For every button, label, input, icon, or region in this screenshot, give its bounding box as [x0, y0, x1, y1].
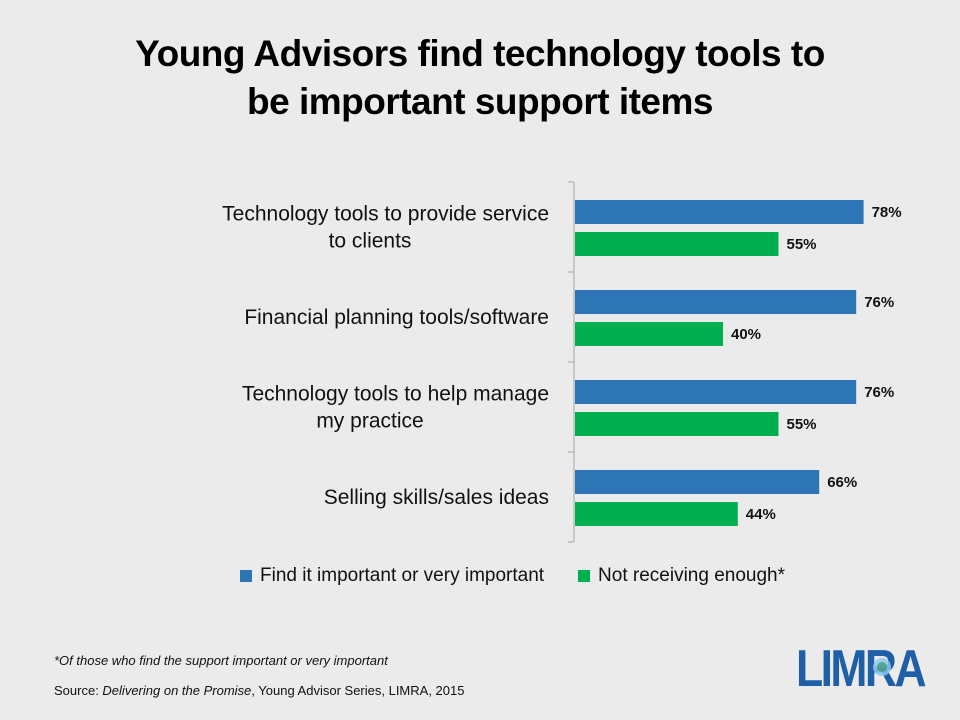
legend-swatch-not-enough [578, 570, 591, 582]
category-label: Financial planning tools/software [244, 306, 549, 329]
category-label: Selling skills/sales ideas [324, 486, 549, 509]
data-label: 66% [827, 474, 857, 491]
bar [575, 322, 723, 346]
source-suffix: , Young Advisor Series, LIMRA, 2015 [251, 683, 465, 698]
chart-title: Young Advisors find technology tools to … [40, 30, 920, 126]
category-label: to clients [329, 230, 412, 253]
data-label: 76% [864, 294, 894, 311]
bar [575, 412, 779, 436]
category-label: my practice [316, 410, 423, 433]
data-label: 55% [787, 416, 817, 433]
category-label: Technology tools to provide service [222, 203, 549, 226]
limra-logo: LIMRA [796, 640, 929, 692]
chart-axis [568, 181, 575, 543]
legend-item-important: Find it important or very important [240, 565, 544, 587]
bar [575, 470, 820, 494]
chart-labels: Technology tools to provide service to cl… [222, 203, 901, 524]
bar [575, 200, 864, 224]
bar [575, 290, 857, 314]
source-title: Delivering on the Promise [102, 683, 252, 698]
bar-chart: Technology tools to provide service to cl… [222, 181, 902, 543]
source-citation: Source: Delivering on the Promise, Young… [54, 683, 464, 698]
legend-label-not-enough: Not receiving enough* [598, 565, 786, 586]
title-line-1: Young Advisors find technology tools to [135, 33, 825, 74]
legend-item-not-enough: Not receiving enough* [578, 565, 785, 587]
bar [575, 232, 779, 256]
data-label: 40% [731, 326, 761, 343]
legend-label-important: Find it important or very important [260, 565, 545, 586]
footnote: *Of those who find the support important… [54, 653, 388, 668]
source-prefix: Source: [54, 683, 103, 698]
data-label: 78% [872, 204, 902, 221]
category-label: Technology tools to help manage [242, 383, 549, 406]
data-label: 44% [746, 506, 776, 523]
svg-text:LIMRA: LIMRA [796, 640, 926, 692]
data-label: 76% [864, 384, 894, 401]
data-label: 55% [787, 236, 817, 253]
bar [575, 380, 857, 404]
chart-bars [575, 200, 864, 526]
chart-legend: Find it important or very important Not … [240, 565, 819, 587]
bar [575, 502, 738, 526]
legend-swatch-important [240, 570, 252, 582]
title-line-2: be important support items [247, 81, 713, 122]
